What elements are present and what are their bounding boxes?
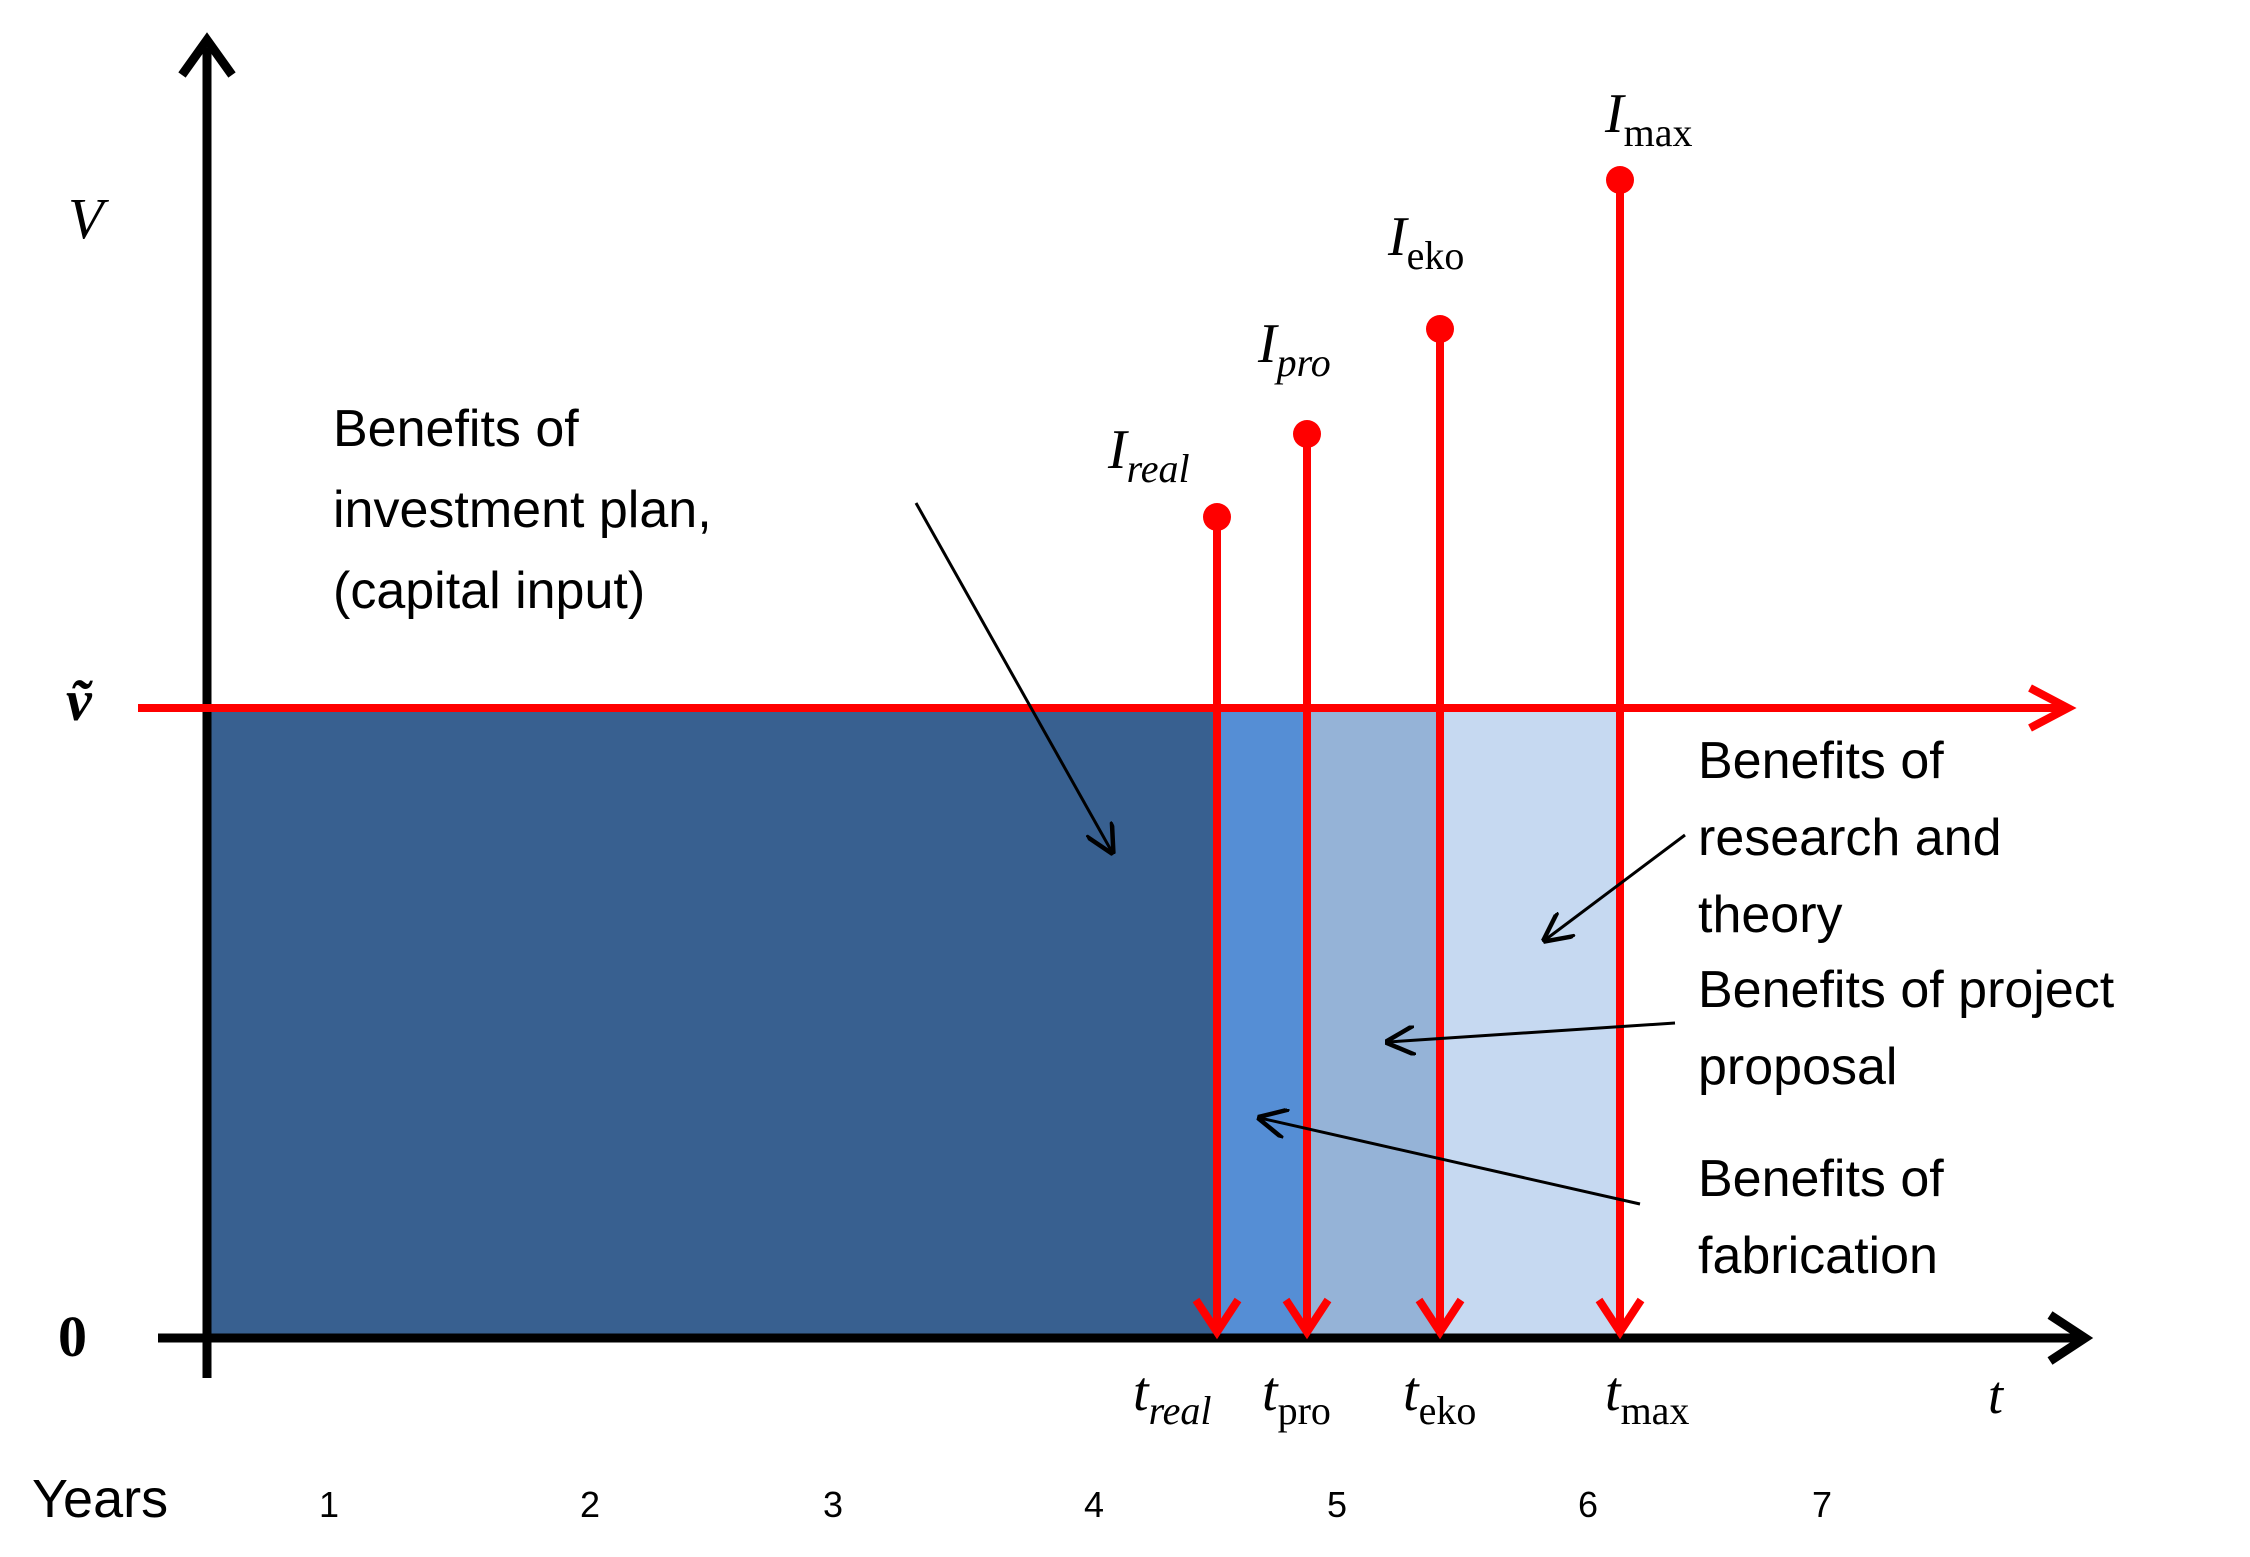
fabrication-pointer-arrow [1260,1118,1641,1206]
milestone-max-dot [1606,166,1634,194]
year-ticks: 1 2 3 4 5 6 7 [319,1484,1832,1525]
x-axis-label: t [1988,1365,2005,1425]
fabrication-annotation-line-1: Benefits of [1698,1150,1944,1208]
fabrication-region [1215,708,1305,1338]
investment-plan-region [205,708,1215,1338]
i-eko-sub: eko [1407,233,1465,278]
research-annotation-line-3: theory [1698,886,1843,944]
year-tick-4: 4 [1084,1484,1104,1525]
t-real-label: treal [1133,1361,1212,1433]
i-real-main: I [1107,419,1129,481]
x-axis-arrowhead [2047,1311,2094,1365]
i-max-label: Imax [1604,83,1693,155]
proposal-region [1305,708,1437,1338]
t-max-label: tmax [1605,1361,1689,1433]
proposal-annotation-line-1: Benefits of project [1698,961,2115,1019]
investment-annotation: Benefits of investment plan, (capital in… [333,400,712,620]
investment-annotation-line-2: investment plan, [333,481,712,539]
milestone-real [1192,503,1242,1340]
t-eko-sub: eko [1419,1388,1477,1433]
t-pro-main: t [1262,1361,1279,1423]
t-pro-label: tpro [1262,1361,1331,1433]
investment-pointer-arrow [914,502,1112,852]
research-region [1437,708,1620,1338]
milestone-real-dot [1203,503,1231,531]
i-pro-sub: pro [1274,340,1331,385]
year-tick-2: 2 [580,1484,600,1525]
milestone-pro-dot [1293,420,1321,448]
proposal-annotation-line-2: proposal [1698,1038,1897,1096]
t-eko-label: teko [1403,1361,1476,1433]
t-real-main: t [1133,1361,1150,1423]
research-annotation-line-2: research and [1698,809,2002,867]
year-tick-3: 3 [823,1484,843,1525]
fabrication-annotation: Benefits of fabrication [1698,1150,1944,1285]
i-real-sub: real [1127,446,1190,491]
milestone-pro [1282,420,1332,1340]
t-eko-main: t [1403,1361,1420,1423]
investment-annotation-line-1: Benefits of [333,400,579,458]
i-pro-label: Ipro [1257,313,1331,385]
i-real-label: Ireal [1107,419,1190,491]
level-label: ṽ [66,668,93,733]
i-max-sub: max [1624,110,1693,155]
t-max-sub: max [1621,1388,1690,1433]
milestone-eko-dot [1426,315,1454,343]
research-annotation: Benefits of research and theory [1698,732,2002,944]
i-max-main: I [1604,83,1626,145]
investment-annotation-line-3: (capital input) [333,562,645,620]
t-pro-sub: pro [1278,1388,1331,1433]
milestone-max-arrowhead [1595,1297,1645,1340]
milestone-real-arrowhead [1192,1297,1242,1340]
year-tick-7: 7 [1812,1484,1832,1525]
year-tick-6: 6 [1578,1484,1598,1525]
i-eko-main: I [1387,206,1409,268]
years-label: Years [32,1469,168,1529]
proposal-annotation: Benefits of project proposal [1698,961,2115,1096]
proposal-pointer-arrow [1388,1021,1676,1042]
milestone-pro-arrowhead [1282,1297,1332,1340]
milestone-max [1595,166,1645,1340]
y-axis-arrowhead [178,32,236,78]
y-axis-label: V [68,186,110,251]
level-line-arrowhead [2028,684,2077,732]
year-tick-1: 1 [319,1484,339,1525]
i-eko-label: Ieko [1387,206,1464,278]
research-annotation-line-1: Benefits of [1698,732,1944,790]
i-pro-main: I [1257,313,1279,375]
year-tick-5: 5 [1327,1484,1347,1525]
t-max-main: t [1605,1361,1622,1423]
t-real-sub: real [1149,1388,1212,1433]
research-pointer-arrow [1545,833,1686,940]
milestone-eko-arrowhead [1415,1297,1465,1340]
fabrication-annotation-line-2: fabrication [1698,1227,1938,1285]
origin-label: 0 [58,1304,87,1369]
